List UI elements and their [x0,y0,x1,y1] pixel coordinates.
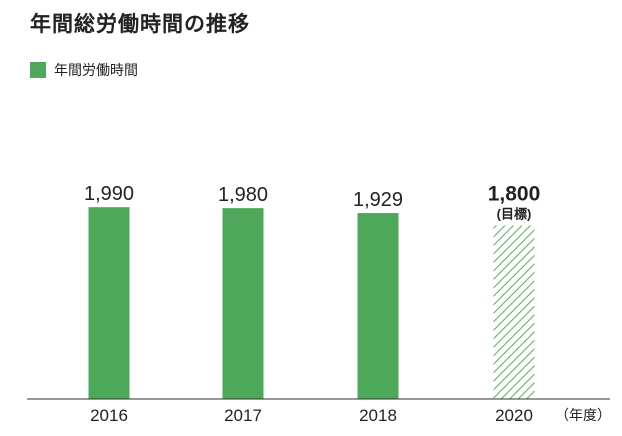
bar-2016 [88,207,130,399]
legend-swatch [30,62,46,78]
bar-2017 [222,208,264,399]
target-note: (目標) [497,206,532,221]
x-tick-label-2020: 2020 [495,406,533,425]
bar-target-2020 [493,225,535,399]
labels-group: 1,990 2016 1,980 2017 1,929 2018 1,800(目標) 2020… [84,182,611,425]
value-label-2017: 1,980 [218,184,268,206]
legend: 年間労働時間 [30,60,138,80]
value-label-2018: 1,929 [353,189,403,211]
bars-group [88,207,535,399]
chart-title: 年間総労働時間の推移 [30,12,250,36]
x-axis-unit: （年度） [555,407,611,423]
x-tick-label-2017: 2017 [224,406,262,425]
value-label-2020: 1,800 [488,182,541,205]
value-label-2016: 1,990 [84,183,134,205]
legend-label: 年間労働時間 [54,63,138,79]
x-tick-label-2016: 2016 [90,406,128,425]
bar-2018 [357,213,399,399]
x-tick-label-2018: 2018 [359,406,397,425]
